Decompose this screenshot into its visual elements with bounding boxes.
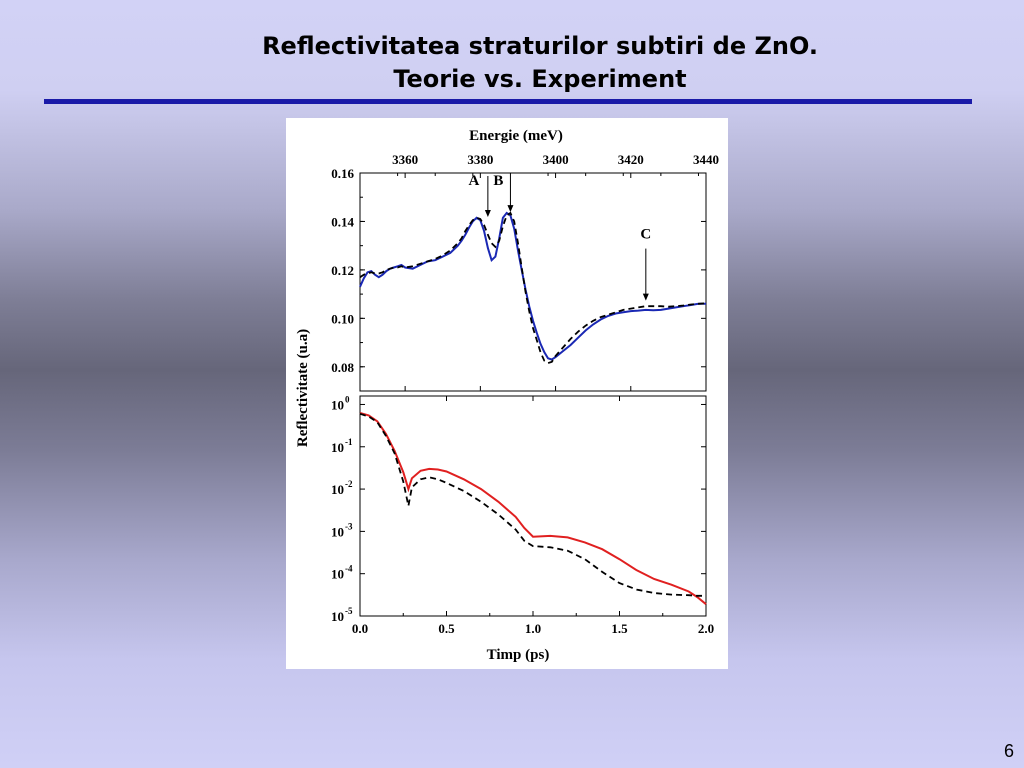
bottom-y-tick-label: 10 xyxy=(331,524,344,539)
slide-title-line-1: Reflectivitatea straturilor subtiri de Z… xyxy=(262,32,818,60)
top-plot-frame xyxy=(359,172,707,392)
top-y-tick-label: 0.12 xyxy=(331,263,354,278)
top-y-tick-label: 0.16 xyxy=(331,166,354,181)
bottom-y-tick-label: 10 xyxy=(331,440,344,455)
top-y-tick-label: 0.14 xyxy=(331,214,354,229)
slide-title: Reflectivitatea straturilor subtiri de Z… xyxy=(180,30,900,96)
annotation-label-c: C xyxy=(640,227,651,243)
bottom-x-axis-label: Timp (ps) xyxy=(487,647,550,663)
top-panel: 3360 3380 3400 3420 3440 0.08 0.10 0.12 0.14 0.16… xyxy=(331,152,719,392)
top-x-tick-label: 3440 xyxy=(693,152,719,167)
top-series-solid-line xyxy=(359,211,706,361)
bottom-series-solid-line xyxy=(359,412,707,605)
bottom-y-tick-exponent: -1 xyxy=(345,437,353,447)
reflectivity-chart: 3360 3380 3400 3420 3440 0.08 0.10 0.12 0.14 0.16… xyxy=(295,128,719,663)
bottom-y-tick-exponent: -2 xyxy=(345,479,353,489)
annotation-label-a: A xyxy=(468,173,479,189)
bottom-y-tick-exponent: -3 xyxy=(345,521,353,531)
bottom-y-tick-label: 10 xyxy=(331,609,344,624)
top-x-axis-label: Energie (meV) xyxy=(469,128,563,144)
slide-title-line-2: Teorie vs. Experiment xyxy=(393,65,687,93)
bottom-y-tick-label: 10 xyxy=(331,567,344,582)
annotation-label-b: B xyxy=(493,173,503,189)
y-axis-label: Reflectivitate (u.a) xyxy=(295,329,311,447)
bottom-y-tick-label: 10 xyxy=(331,397,344,412)
reflectivity-figure: 3360 3380 3400 3420 3440 0.08 0.10 0.12 0.14 0.16… xyxy=(286,118,728,669)
bottom-y-tick-exponent: 0 xyxy=(345,394,350,404)
bottom-y-tick-label: 10 xyxy=(331,482,344,497)
bottom-x-tick-label: 2.0 xyxy=(698,621,714,636)
top-x-tick-label: 3380 xyxy=(467,152,493,167)
top-x-tick-label: 3420 xyxy=(618,152,644,167)
annotation-arrowhead-a xyxy=(484,210,491,218)
top-x-tick-label: 3360 xyxy=(392,152,418,167)
bottom-x-tick-label: 0.0 xyxy=(352,621,368,636)
bottom-x-tick-label: 1.5 xyxy=(611,621,628,636)
bottom-x-tick-label: 1.0 xyxy=(525,621,541,636)
bottom-plot-frame xyxy=(359,395,707,617)
annotation-arrowhead-b xyxy=(507,205,514,213)
bottom-y-tick-exponent: -4 xyxy=(345,564,353,574)
bottom-series-dashed-line xyxy=(359,412,706,597)
annotation-arrowhead-c xyxy=(642,293,649,301)
top-x-tick-label: 3400 xyxy=(543,152,569,167)
title-underline xyxy=(44,99,972,104)
bottom-y-tick-exponent: -5 xyxy=(345,606,353,616)
top-y-tick-label: 0.10 xyxy=(331,311,354,326)
page-number: 6 xyxy=(1003,741,1014,761)
top-series-dashed-line xyxy=(359,211,707,365)
bottom-x-tick-label: 0.5 xyxy=(438,621,455,636)
top-y-tick-label: 0.08 xyxy=(331,360,354,375)
